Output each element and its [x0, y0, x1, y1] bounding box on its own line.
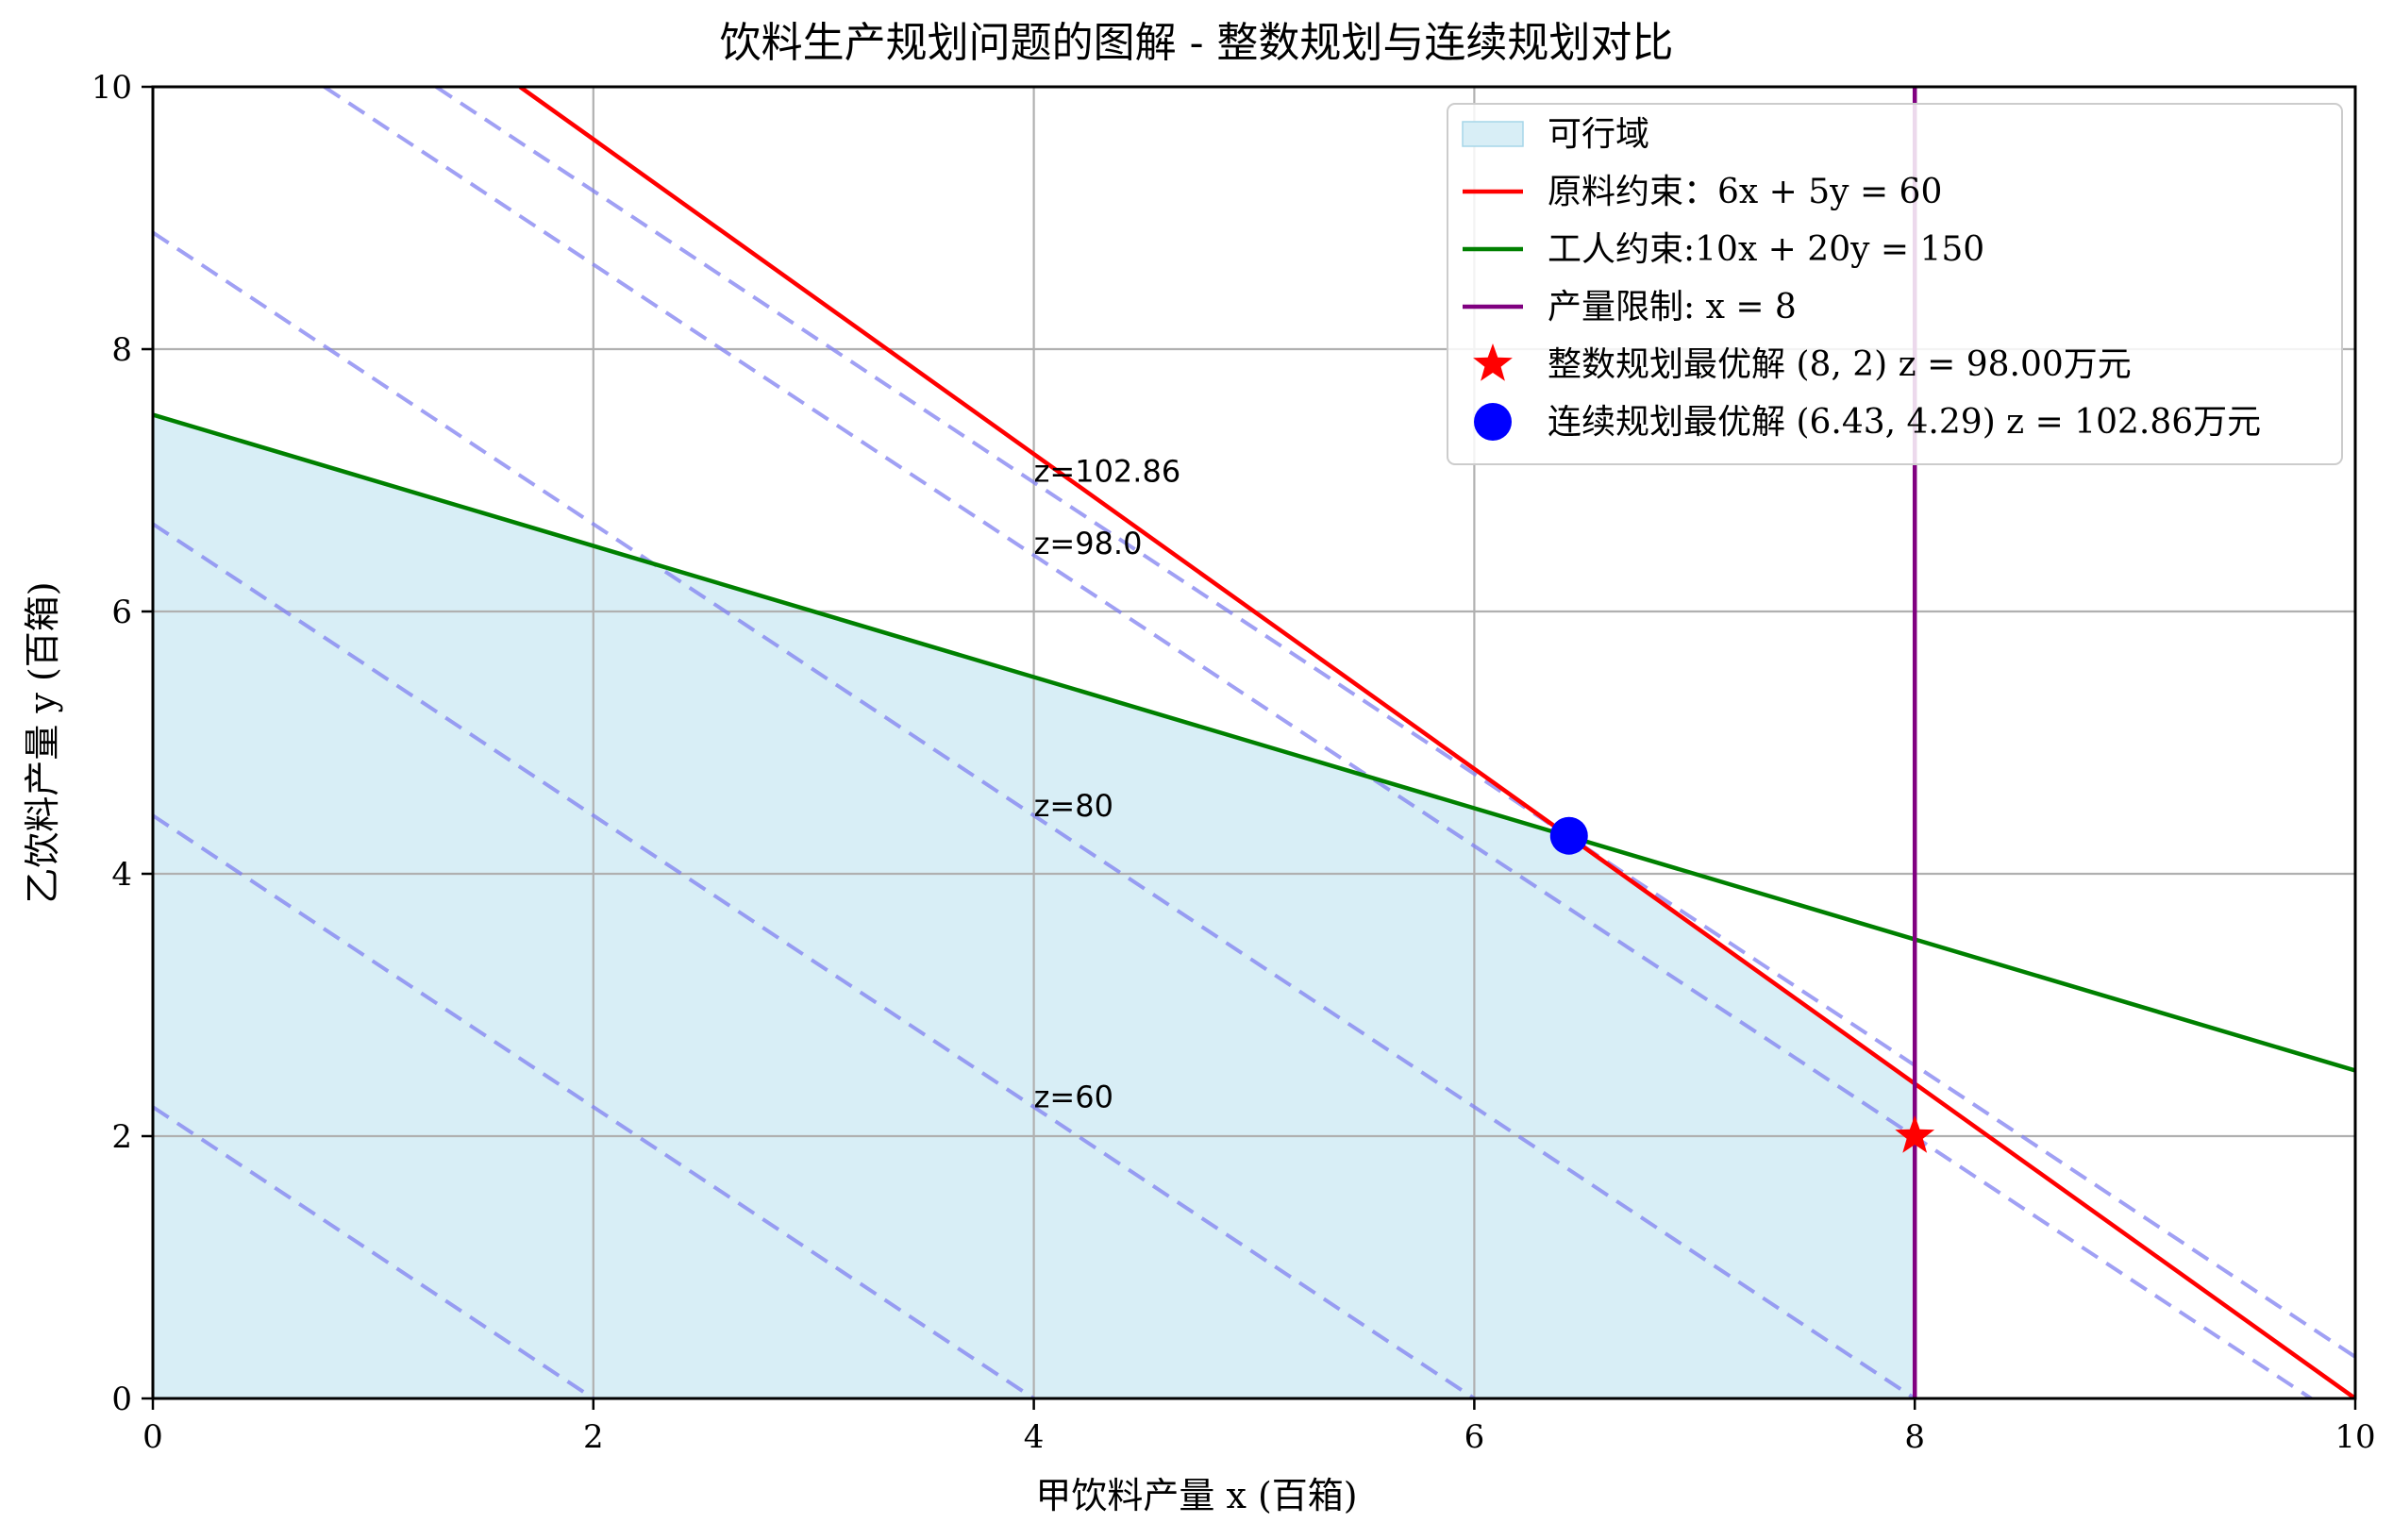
y-tick-label: 8 [111, 331, 132, 369]
x-tick-label: 8 [1904, 1418, 1925, 1456]
objective-level-label: z=60 [1034, 1079, 1113, 1114]
x-tick-label: 2 [583, 1418, 604, 1456]
objective-line [323, 87, 2313, 1398]
legend-box [1447, 103, 2343, 465]
legend-label: 连续规划最优解 (6.43, 4.29) z = 102.86万元 [1548, 403, 2261, 442]
objective-level-label: z=102.86 [1034, 453, 1181, 489]
x-tick-label: 4 [1024, 1418, 1045, 1456]
legend-label: 可行域 [1548, 115, 1649, 154]
legend-swatch-circle [1474, 403, 1512, 441]
y-tick-label: 2 [111, 1118, 132, 1156]
chart-title: 饮料生产规划问题的图解 - 整数规划与连续规划对比 [720, 19, 1674, 67]
x-axis-label: 甲饮料产量 x (百箱) [1035, 1475, 1357, 1516]
y-tick-label: 6 [111, 594, 132, 631]
objective-level-label: z=98.0 [1034, 526, 1143, 561]
x-tick-label: 6 [1464, 1418, 1485, 1456]
objective-line [153, 1105, 594, 1398]
legend-swatch-feasible [1462, 121, 1524, 147]
objective-line [153, 813, 1035, 1398]
continuous-optimum-marker [1549, 816, 1588, 855]
y-tick-label: 10 [92, 69, 132, 107]
legend-label: 工人约束:10x + 20y = 150 [1548, 230, 1984, 269]
integer-optimum-marker [1895, 1115, 1935, 1153]
x-tick-label: 0 [142, 1418, 163, 1456]
material-constraint-line [518, 87, 2355, 1398]
objective-line [153, 522, 1476, 1398]
legend-label: 产量限制: x = 8 [1548, 288, 1797, 326]
objective-level-label: z=80 [1034, 788, 1113, 824]
plot-frame [151, 85, 2357, 1400]
labor-constraint-line [153, 412, 2355, 1073]
y-tick-label: 0 [111, 1381, 132, 1418]
legend-label: 整数规划最优解 (8, 2) z = 98.00万元 [1548, 345, 2132, 384]
y-tick-label: 4 [111, 856, 132, 894]
objective-line [153, 230, 1916, 1398]
legend-swatch-star [1473, 343, 1513, 381]
objective-line [435, 87, 2355, 1359]
legend-label: 原料约束：6x + 5y = 60 [1548, 173, 1942, 211]
x-tick-label: 10 [2334, 1418, 2375, 1456]
y-axis-label: 乙饮料产量 y (百箱) [22, 581, 63, 903]
plot-area [153, 87, 2355, 1398]
